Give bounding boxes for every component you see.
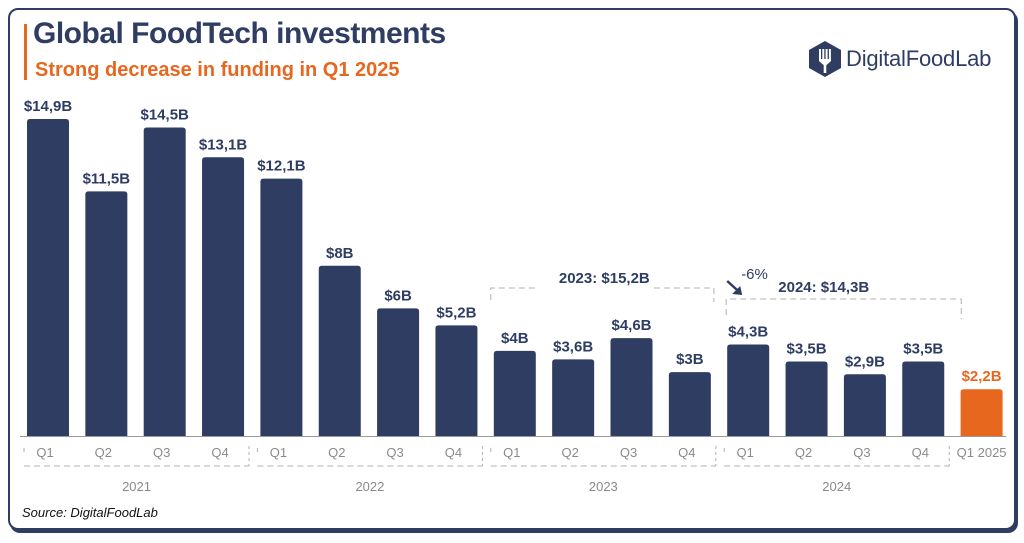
- change-percent-label: -6%: [741, 266, 768, 283]
- x-tick-label: Q1: [36, 445, 53, 460]
- bar-16: [960, 389, 1003, 436]
- bar-value-label: $4B: [501, 330, 529, 347]
- x-tick-label: Q2: [561, 445, 578, 460]
- bar-value-label: $6B: [384, 287, 412, 304]
- bar-value-label: $11,5B: [83, 170, 131, 187]
- bar-5: [318, 265, 361, 436]
- bar-1: [85, 191, 128, 436]
- bar-value-label: $14,5B: [141, 107, 190, 124]
- chart-subtitle: Strong decrease in funding in Q1 2025: [35, 59, 400, 81]
- year-label: 2023: [589, 479, 618, 494]
- bar-14: [843, 374, 886, 436]
- bar-9: [552, 359, 595, 436]
- bar-8: [493, 350, 536, 436]
- year-label: 2021: [122, 479, 151, 494]
- bar-value-label: $13,1B: [199, 136, 248, 153]
- bar-0: [27, 119, 69, 436]
- brand-logo: DigitalFoodLab: [808, 40, 991, 78]
- bar-value-label: $3,5B: [903, 341, 943, 358]
- year-label: 2022: [355, 479, 384, 494]
- annotation-2023-total: 2023: $15,2B: [559, 270, 650, 287]
- logo-text: DigitalFoodLab: [846, 46, 992, 71]
- bar-value-label: $4,3B: [728, 324, 768, 341]
- bar-value-label: $2,9B: [845, 353, 885, 370]
- x-tick-label: Q2: [328, 445, 345, 460]
- x-tick-label: Q1: [270, 445, 287, 460]
- bar-3: [202, 157, 245, 437]
- x-tick-label: Q3: [153, 445, 170, 460]
- source-note: Source: DigitalFoodLab: [22, 505, 158, 520]
- x-tick-label: Q2: [95, 445, 112, 460]
- bar-value-label: $3,6B: [553, 338, 593, 355]
- bar-value-label: $8B: [326, 245, 354, 262]
- x-tick-label: Q2: [795, 445, 812, 460]
- bar-6: [377, 308, 420, 436]
- annotation-bracket-2023-right: [653, 287, 715, 302]
- change-arrow-line: [726, 280, 740, 292]
- title-accent-bar: [24, 24, 27, 80]
- bar-4: [260, 178, 303, 436]
- bar-value-label: $4,6B: [611, 317, 651, 334]
- x-tick-label: Q3: [386, 445, 403, 460]
- x-tick-label: Q4: [445, 445, 462, 460]
- bar-13: [785, 361, 828, 436]
- chart-title: Global FoodTech investments: [33, 17, 446, 50]
- year-label: 2024: [822, 479, 851, 494]
- bar-12: [727, 344, 770, 436]
- annotation-2024-total: 2024: $14,3B: [778, 279, 869, 296]
- bar-value-label: $3,5B: [787, 341, 827, 358]
- x-tick-label: Q1 2025: [957, 445, 1007, 460]
- bar-10: [610, 338, 653, 436]
- bar-7: [435, 325, 478, 436]
- annotation-bracket-2024: [725, 298, 962, 319]
- x-tick-label: Q1: [737, 445, 754, 460]
- x-tick-label: Q4: [678, 445, 695, 460]
- x-tick-label: Q3: [853, 445, 870, 460]
- bar-value-label: $5,2B: [436, 304, 476, 321]
- x-tick-label: Q3: [620, 445, 637, 460]
- x-tick-label: Q4: [912, 445, 929, 460]
- bar-11: [668, 372, 711, 436]
- x-tick-label: Q4: [211, 445, 228, 460]
- x-tick-label: Q1: [503, 445, 520, 460]
- arrow-down-right-icon: [732, 286, 743, 295]
- bar-value-label: $12,1B: [257, 158, 306, 175]
- bar-value-label: $2,2B: [962, 368, 1002, 385]
- bar-15: [902, 361, 945, 436]
- bar-value-label: $14,9B: [24, 98, 73, 115]
- fork-hexagon-icon: [809, 41, 841, 77]
- bar-value-label: $3B: [676, 351, 704, 368]
- annotation-bracket-2023-left: [490, 287, 539, 300]
- bar-2: [143, 127, 186, 436]
